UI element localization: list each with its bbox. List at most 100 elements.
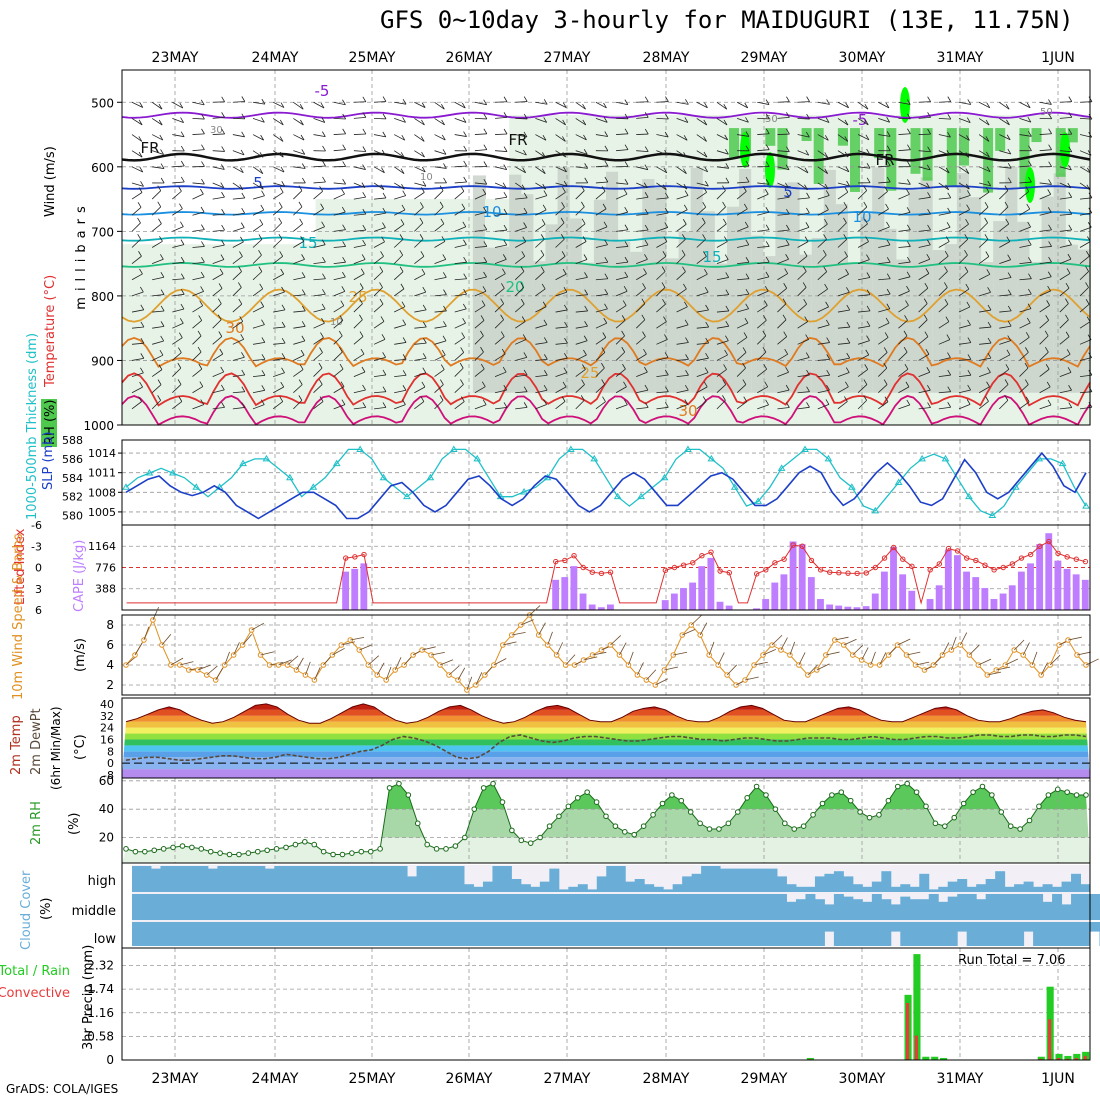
wind-barb bbox=[656, 134, 669, 138]
cape-bar bbox=[771, 582, 779, 610]
wind-barb-feather bbox=[382, 386, 387, 392]
cloud-mid-bar bbox=[473, 894, 484, 920]
wind-barb-feather bbox=[745, 257, 750, 263]
cloud-mid-bar bbox=[833, 894, 844, 920]
cloud-mid-bar bbox=[947, 896, 958, 920]
cloud-low-bar bbox=[1061, 922, 1072, 946]
rh-shade-mid bbox=[763, 256, 777, 393]
lifted-index-marker bbox=[571, 552, 577, 559]
wind-barb-feather bbox=[420, 136, 425, 142]
wind-barb-feather bbox=[302, 177, 306, 184]
wind-barb bbox=[595, 337, 607, 345]
cloud-high-bar bbox=[245, 866, 256, 892]
wind-barb-feather bbox=[260, 301, 265, 307]
wind-barb bbox=[797, 134, 810, 138]
date-label-top: 1JUN bbox=[1041, 50, 1075, 66]
wind-barb-feather bbox=[845, 102, 849, 108]
temp-band bbox=[122, 709, 1090, 716]
rh2m-marker bbox=[753, 783, 760, 790]
wind-barb bbox=[152, 325, 165, 329]
wind-barb-feather bbox=[604, 273, 609, 279]
wind-barb-feather bbox=[663, 316, 667, 322]
wind-barb-feather bbox=[137, 217, 141, 224]
y-tick-label: 500 bbox=[91, 96, 114, 110]
temp-band bbox=[122, 721, 1090, 728]
wind-barb bbox=[1019, 352, 1029, 361]
cloud-low-bar bbox=[482, 922, 493, 946]
wind-barb bbox=[555, 291, 568, 297]
wind-barb-feather bbox=[806, 131, 810, 138]
wind-barb-feather bbox=[765, 161, 770, 167]
surface-barb bbox=[780, 637, 788, 651]
wind-barb-feather bbox=[1045, 315, 1050, 321]
wind-barb-feather bbox=[563, 166, 567, 173]
cape-bar bbox=[817, 599, 824, 610]
wind-barb bbox=[555, 342, 568, 345]
cloud-low-bar bbox=[814, 922, 825, 946]
wind-barb-feather bbox=[138, 187, 143, 193]
rh2m-marker bbox=[471, 806, 478, 812]
cloud-low-bar bbox=[245, 922, 256, 946]
wind-barb-feather bbox=[280, 102, 285, 108]
wind-barb bbox=[1039, 351, 1049, 361]
wind-barb bbox=[716, 223, 727, 232]
wind-barb-feather bbox=[362, 239, 366, 246]
wind-barb bbox=[151, 400, 161, 410]
thickness-marker bbox=[403, 492, 411, 500]
cloud-high-bar bbox=[653, 886, 664, 892]
cloud-mid-bar bbox=[938, 901, 949, 920]
cape-bar bbox=[862, 606, 870, 610]
wind-barb-feather bbox=[685, 337, 689, 343]
wind-barb-feather bbox=[907, 179, 911, 185]
wind-barb bbox=[515, 101, 528, 103]
cloud-low-bar bbox=[729, 922, 740, 946]
wind-barb bbox=[636, 371, 648, 377]
wind-barb-feather bbox=[946, 334, 951, 340]
rh2m-marker bbox=[885, 797, 892, 804]
precip-tick-label: 1.16 bbox=[87, 1006, 114, 1020]
wind-barb-feather bbox=[1007, 289, 1012, 295]
wind-barb-feather bbox=[685, 370, 689, 376]
wind-barb bbox=[757, 305, 768, 313]
wind-barb bbox=[878, 181, 891, 184]
wind-barb bbox=[858, 294, 871, 297]
cloud-low-bar bbox=[302, 922, 313, 946]
wind-barb-feather bbox=[420, 251, 425, 257]
wind-barb bbox=[535, 404, 547, 410]
cloud-mid-bar bbox=[407, 894, 418, 920]
cloud-mid-bar bbox=[881, 899, 892, 920]
wind-barb-feather bbox=[826, 354, 831, 360]
isotherm-label: 15 bbox=[702, 248, 721, 266]
wind-barb bbox=[414, 150, 425, 158]
wind-barb bbox=[454, 208, 466, 216]
slp-line bbox=[125, 451, 1087, 520]
wind-barb bbox=[232, 212, 245, 216]
wind-barb-feather bbox=[1028, 131, 1032, 137]
thickness-marker bbox=[590, 454, 599, 462]
cloud-mid-bar bbox=[198, 894, 209, 920]
rh-shade-green bbox=[995, 128, 1006, 151]
cloud-mid-bar bbox=[369, 894, 380, 920]
wind-barb-feather bbox=[321, 221, 325, 227]
wind-barb-feather bbox=[906, 399, 911, 406]
thickness-line bbox=[125, 448, 1087, 517]
lifted-index-marker bbox=[753, 571, 760, 577]
wind-barb-feather bbox=[886, 160, 891, 167]
wind-barb-feather bbox=[463, 160, 468, 167]
wind-barb bbox=[999, 325, 1012, 329]
cloud-high-bar bbox=[511, 879, 522, 892]
cape-bar bbox=[1027, 563, 1034, 610]
wind-barb bbox=[575, 325, 588, 329]
cape-bar bbox=[990, 599, 998, 610]
rh2m-tick-label: 40 bbox=[99, 802, 114, 816]
cloud-mid-bar bbox=[852, 899, 863, 920]
page-title: GFS 0~10day 3-hourly for MAIDUGURI (13E,… bbox=[380, 6, 1074, 34]
wind-barb-feather bbox=[602, 203, 607, 210]
cloud-high-bar bbox=[1023, 881, 1034, 892]
cloud-high-bar bbox=[615, 866, 626, 892]
rh2m-marker bbox=[838, 789, 845, 795]
wind-barb-feather bbox=[886, 131, 891, 137]
cloud-high-bar bbox=[198, 866, 209, 892]
rh2m-marker bbox=[226, 851, 233, 858]
rh2m-marker bbox=[151, 847, 158, 854]
